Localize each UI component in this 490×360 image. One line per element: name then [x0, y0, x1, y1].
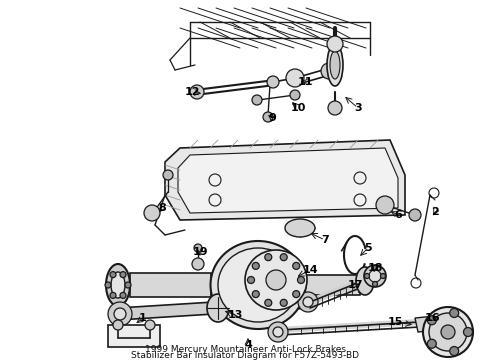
Text: 13: 13 — [227, 310, 243, 320]
Circle shape — [105, 282, 111, 288]
Text: 1: 1 — [139, 313, 147, 323]
Polygon shape — [178, 148, 398, 213]
Ellipse shape — [429, 313, 467, 351]
Text: 16: 16 — [424, 313, 440, 323]
Circle shape — [450, 309, 459, 318]
Text: 12: 12 — [184, 87, 200, 97]
Text: 1999 Mercury Mountaineer Anti-Lock Brakes: 1999 Mercury Mountaineer Anti-Lock Brake… — [145, 346, 345, 355]
Circle shape — [125, 282, 131, 288]
Text: 3: 3 — [354, 103, 362, 113]
Bar — [108, 325, 160, 347]
Circle shape — [190, 85, 204, 99]
Text: 9: 9 — [268, 113, 276, 123]
Text: 4: 4 — [244, 340, 252, 350]
Circle shape — [120, 271, 126, 278]
Text: 2: 2 — [431, 207, 439, 217]
Circle shape — [266, 270, 286, 290]
Text: 5: 5 — [364, 243, 372, 253]
Text: 18: 18 — [367, 263, 383, 273]
Circle shape — [252, 291, 259, 298]
Ellipse shape — [330, 51, 340, 79]
Circle shape — [303, 297, 313, 307]
Circle shape — [372, 266, 377, 270]
Ellipse shape — [106, 264, 130, 306]
Circle shape — [110, 271, 116, 278]
Circle shape — [144, 205, 160, 221]
Circle shape — [450, 347, 459, 356]
Circle shape — [297, 276, 304, 284]
Circle shape — [145, 320, 155, 330]
Circle shape — [268, 322, 288, 342]
Circle shape — [372, 282, 377, 287]
Text: 11: 11 — [297, 77, 313, 87]
Circle shape — [321, 63, 337, 79]
Circle shape — [163, 170, 173, 180]
Ellipse shape — [211, 241, 305, 329]
Circle shape — [280, 299, 287, 306]
Circle shape — [265, 254, 272, 261]
Ellipse shape — [245, 250, 307, 310]
Ellipse shape — [364, 265, 386, 287]
Circle shape — [194, 244, 202, 252]
Text: 14: 14 — [302, 265, 318, 275]
Circle shape — [108, 302, 132, 326]
Circle shape — [273, 327, 283, 337]
Circle shape — [365, 274, 369, 279]
Polygon shape — [118, 296, 310, 320]
Circle shape — [427, 339, 436, 348]
Ellipse shape — [218, 248, 298, 322]
Ellipse shape — [111, 272, 125, 298]
Ellipse shape — [441, 325, 455, 339]
Circle shape — [328, 101, 342, 115]
Circle shape — [376, 196, 394, 214]
Circle shape — [265, 299, 272, 306]
Text: 6: 6 — [394, 210, 402, 220]
Polygon shape — [415, 316, 438, 332]
Circle shape — [464, 328, 472, 337]
Circle shape — [280, 254, 287, 261]
Circle shape — [427, 316, 436, 325]
Text: 19: 19 — [192, 247, 208, 257]
Ellipse shape — [285, 219, 315, 237]
Circle shape — [110, 292, 116, 298]
Circle shape — [293, 291, 300, 298]
Circle shape — [263, 112, 273, 122]
Text: Stabilizer Bar Insulator Diagram for F57Z-5493-BD: Stabilizer Bar Insulator Diagram for F57… — [131, 351, 359, 360]
Circle shape — [267, 76, 279, 88]
Circle shape — [381, 274, 386, 279]
Text: 7: 7 — [321, 235, 329, 245]
Polygon shape — [130, 273, 211, 297]
Circle shape — [290, 90, 300, 100]
Ellipse shape — [327, 44, 343, 86]
Circle shape — [327, 36, 343, 52]
Text: 10: 10 — [290, 103, 306, 113]
Circle shape — [252, 262, 259, 269]
Circle shape — [252, 95, 262, 105]
Ellipse shape — [356, 267, 374, 295]
Ellipse shape — [423, 307, 473, 357]
Text: 8: 8 — [158, 203, 166, 213]
Circle shape — [247, 276, 254, 284]
Text: 15: 15 — [387, 317, 403, 327]
Ellipse shape — [369, 270, 381, 282]
Polygon shape — [165, 140, 405, 220]
Circle shape — [293, 262, 300, 269]
Text: 17: 17 — [347, 280, 363, 290]
Circle shape — [120, 292, 126, 298]
Circle shape — [286, 69, 304, 87]
Circle shape — [298, 292, 318, 312]
Circle shape — [114, 308, 126, 320]
Circle shape — [409, 209, 421, 221]
Circle shape — [113, 320, 123, 330]
Polygon shape — [305, 275, 360, 295]
Circle shape — [192, 258, 204, 270]
Ellipse shape — [207, 294, 229, 322]
